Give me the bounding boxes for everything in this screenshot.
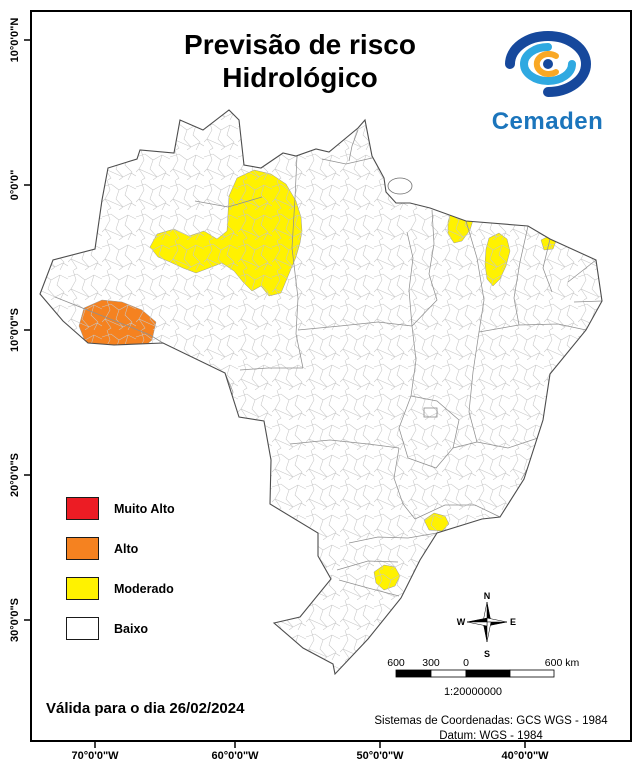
coordinate-system-note: Sistemas de Coordenadas: GCS WGS - 1984 … bbox=[352, 714, 630, 744]
compass-rose: N S E W bbox=[457, 591, 516, 659]
legend-item-alto: Alto bbox=[66, 537, 175, 560]
legend-label-alto: Alto bbox=[114, 541, 139, 556]
municipal-texture bbox=[40, 110, 602, 674]
legend-item-baixo: Baixo bbox=[66, 617, 175, 640]
brazil-map bbox=[39, 109, 603, 676]
legend-label-baixo: Baixo bbox=[114, 621, 149, 636]
lat-label-20s: 20°0'0"S bbox=[9, 452, 21, 498]
risk-legend: Muito Alto Alto Moderado Baixo bbox=[66, 497, 175, 657]
legend-color-swatch-muito-alto bbox=[66, 497, 99, 520]
coordinate-system-line2: Datum: WGS - 1984 bbox=[439, 729, 543, 742]
compass-point-e-light bbox=[486, 617, 508, 623]
lat-label-30s: 30°0'0"S bbox=[9, 597, 21, 643]
scale-segment-2 bbox=[430, 669, 467, 678]
marajo-island bbox=[387, 177, 413, 195]
boundary-layer bbox=[40, 110, 602, 674]
page-title-line2: Hidrológico bbox=[222, 62, 378, 94]
legend-item-moderado: Moderado bbox=[66, 577, 175, 600]
state-boundaries bbox=[54, 129, 602, 597]
validity-note: Válida para o dia 26/02/2024 bbox=[46, 700, 245, 717]
scale-bar bbox=[395, 669, 555, 678]
legend-item-muito-alto: Muito Alto bbox=[66, 497, 175, 520]
lon-label-60w: 60°0'0"W bbox=[211, 750, 259, 762]
compass-label-n: N bbox=[484, 591, 491, 601]
compass-label-s: S bbox=[484, 649, 490, 659]
lon-label-40w: 40°0'0"W bbox=[501, 750, 549, 762]
legend-label-moderado: Moderado bbox=[114, 581, 174, 596]
page-title: Previsão de risco Hidrológico bbox=[130, 28, 470, 94]
cemaden-logo-text: Cemaden bbox=[491, 108, 604, 135]
scale-segment-3 bbox=[465, 669, 511, 678]
country-outline bbox=[39, 109, 603, 676]
scale-label-600-left: 600 bbox=[387, 657, 405, 669]
scale-label-600-km: 600 km bbox=[544, 657, 580, 669]
compass-label-w: W bbox=[457, 617, 466, 627]
legend-color-swatch-alto bbox=[66, 537, 99, 560]
compass-point-w-dark bbox=[466, 617, 488, 623]
lat-label-10s: 10°0'0"S bbox=[9, 307, 21, 353]
lon-label-50w: 50°0'0"W bbox=[356, 750, 404, 762]
lat-label-0: 0°0'0" bbox=[9, 169, 21, 201]
compass-point-w-light bbox=[466, 621, 488, 627]
scale-segment-1 bbox=[395, 669, 432, 678]
lat-label-10n: 10°0'0"N bbox=[9, 17, 21, 63]
legend-color-swatch-baixo bbox=[66, 617, 99, 640]
legend-label-muito-alto: Muito Alto bbox=[114, 501, 175, 516]
coordinate-system-line1: Sistemas de Coordenadas: GCS WGS - 1984 bbox=[374, 715, 608, 727]
scale-ratio: 1:20000000 bbox=[443, 686, 503, 698]
scale-label-300: 300 bbox=[422, 657, 440, 669]
cemaden-eye-icon bbox=[504, 31, 591, 97]
scale-label-0: 0 bbox=[463, 657, 469, 669]
compass-label-e: E bbox=[510, 617, 516, 627]
cemaden-logo: Cemaden bbox=[470, 26, 625, 136]
page-title-line1: Previsão de risco bbox=[184, 29, 416, 60]
scale-segment-4 bbox=[509, 669, 555, 678]
legend-color-swatch-moderado bbox=[66, 577, 99, 600]
federal-district-boundary bbox=[423, 407, 438, 418]
graticule-ticks bbox=[24, 39, 526, 748]
lon-label-70w: 70°0'0"W bbox=[71, 750, 119, 762]
compass-point-s-light bbox=[486, 621, 492, 643]
